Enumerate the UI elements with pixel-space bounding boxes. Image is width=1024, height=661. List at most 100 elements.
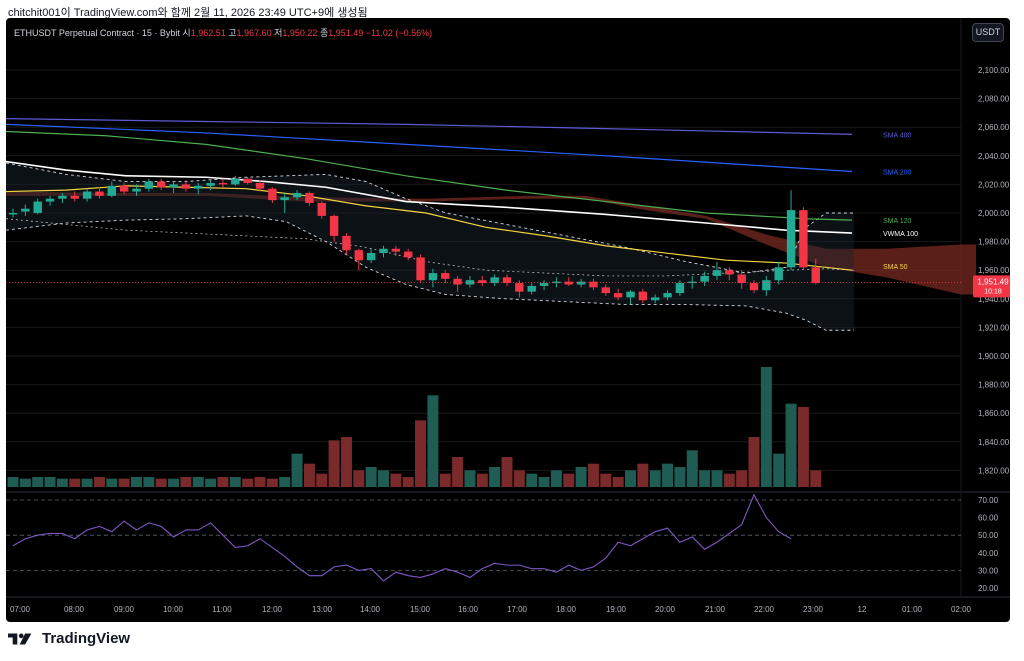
candle	[626, 290, 635, 305]
volume-bar	[526, 473, 538, 487]
price-axis-label: 2,000.00	[978, 209, 1010, 218]
candle-body	[21, 208, 30, 212]
candle-body	[292, 192, 302, 198]
candle	[811, 258, 820, 285]
tradingview-logo[interactable]: TradingView	[8, 630, 130, 647]
volume-bar	[143, 477, 155, 487]
currency-unit-button[interactable]: USDT	[972, 23, 1004, 42]
candle-body	[8, 213, 18, 215]
volume-bar	[736, 470, 748, 487]
volume-bar	[266, 478, 278, 487]
chart-canvas[interactable]: 2,100.00 2,080.00 2,060.00 2,040.00 2,020.00…	[6, 18, 1010, 622]
price-axis-label: 2,040.00	[978, 152, 1010, 161]
candle-body	[169, 184, 178, 188]
candle	[589, 278, 598, 291]
open-label: 시	[182, 28, 191, 38]
candle-body	[218, 182, 228, 185]
volume-bar	[439, 473, 451, 487]
low-label: 저	[274, 28, 283, 38]
candle-body	[280, 197, 289, 201]
candle	[416, 254, 425, 284]
candle	[478, 275, 487, 286]
candle	[292, 190, 302, 201]
candle-body	[626, 291, 635, 298]
candle-body	[231, 178, 240, 185]
time-axis-label: 08:00	[64, 605, 85, 614]
candle	[552, 277, 561, 288]
candle-body	[119, 185, 129, 192]
time-axis-label: 21:00	[705, 605, 726, 614]
candle	[206, 180, 215, 191]
candle-body	[107, 185, 116, 196]
candle-body	[255, 182, 265, 189]
candle	[8, 208, 18, 218]
candle-body	[737, 274, 746, 284]
time-axis-label: 12:00	[262, 605, 283, 614]
volume-bar	[353, 470, 365, 487]
candle-body	[478, 280, 487, 284]
time-axis-label: 01:00	[902, 605, 923, 614]
rsi-axis-label: 70.00	[978, 496, 999, 505]
candle-body	[70, 195, 79, 199]
volume-bar	[773, 453, 785, 487]
time-axis-label: 23:00	[803, 605, 824, 614]
candle-body	[305, 192, 314, 203]
volume-bar	[501, 457, 513, 487]
current-price-tag	[973, 275, 1010, 298]
candle	[404, 248, 413, 261]
candle-body	[181, 184, 191, 189]
tradingview-logo-icon	[8, 633, 32, 644]
candle-body	[762, 280, 771, 291]
time-axis-label: 07:00	[10, 605, 31, 614]
price-axis-label: 1,860.00	[978, 409, 1010, 418]
volume-bar	[489, 467, 501, 487]
candle	[465, 275, 475, 288]
candle	[194, 182, 203, 195]
candle-body	[82, 191, 92, 199]
price-axis-label: 1,980.00	[978, 238, 1010, 247]
candle	[379, 245, 388, 258]
candle-body	[601, 287, 610, 294]
candle-body	[416, 257, 425, 281]
open-value: 1,962.51	[190, 28, 226, 38]
volume-bar	[476, 473, 488, 487]
chart-panel[interactable]: 2,100.00 2,080.00 2,060.00 2,040.00 2,020.00…	[6, 18, 1010, 622]
volume-bar	[180, 477, 192, 487]
close-value: 1,951.49	[328, 28, 364, 38]
volume-bar	[711, 470, 723, 487]
change-value: −11.02 (−0.56%)	[365, 28, 433, 38]
candle-body	[58, 195, 67, 199]
volume-bar	[217, 477, 229, 487]
volume-bar	[340, 437, 352, 487]
candle	[564, 277, 573, 286]
candle	[651, 294, 660, 304]
candle-body	[268, 188, 277, 201]
volume-bar	[56, 478, 68, 487]
rsi-axis-label: 60.00	[978, 514, 999, 523]
volume-bar	[538, 477, 550, 487]
volume-bar	[131, 477, 142, 487]
candle-body	[638, 291, 648, 301]
candle	[181, 180, 191, 192]
candle-body	[45, 198, 55, 202]
candle-body	[799, 210, 808, 268]
candle	[774, 261, 783, 285]
candle-body	[589, 281, 598, 288]
time-axis-label: 16:00	[458, 605, 479, 614]
symbol-legend: ETHUSDT Perpetual Contract · 15 · Bybit …	[14, 26, 432, 39]
candle-body	[404, 251, 413, 258]
candle-body	[786, 210, 796, 268]
candle	[255, 180, 265, 192]
candle-body	[712, 270, 722, 276]
envelope-basis-line	[6, 218, 855, 277]
volume-bar	[44, 477, 56, 487]
envelope-lower-line	[6, 215, 854, 331]
candle	[21, 204, 30, 216]
time-axis-label: 09:00	[114, 605, 135, 614]
volume-bar	[600, 473, 612, 487]
candle-body	[552, 281, 561, 284]
candle	[576, 278, 586, 288]
low-value: 1,950.22	[282, 28, 318, 38]
candle	[58, 192, 67, 203]
sma200-label: SMA 200	[883, 170, 912, 177]
